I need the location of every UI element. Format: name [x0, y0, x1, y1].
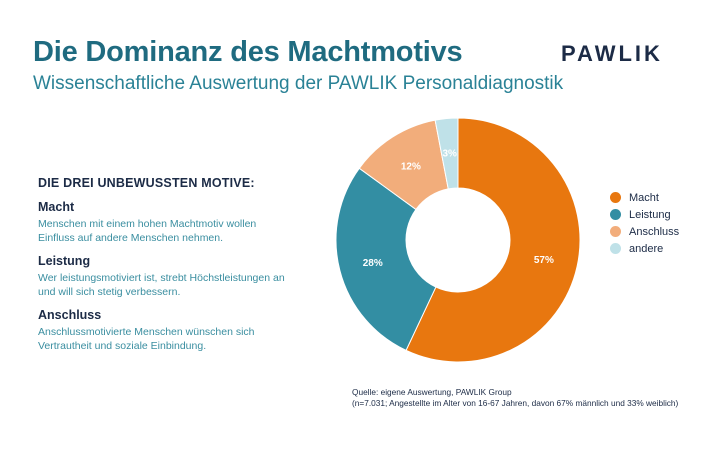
legend-item-leistung: Leistung	[610, 206, 679, 223]
motive-description: Wer leistungsmotiviert ist, strebt Höchs…	[38, 272, 285, 298]
motive-description: Anschlussmotivierte Menschen wünschen si…	[38, 326, 255, 352]
motive-title: Leistung	[38, 254, 91, 268]
slice-leistung	[335, 167, 437, 352]
legend-item-macht: Macht	[610, 189, 679, 206]
motives-panel: DIE DREI UNBEWUSSTEN MOTIVE: Macht Mensc…	[38, 176, 338, 362]
slice-label-macht: 57%	[534, 255, 554, 266]
legend-item-anschluss: Anschluss	[610, 223, 679, 240]
legend-item-andere: andere	[610, 240, 679, 257]
legend-label: andere	[629, 242, 664, 255]
motive-macht: Macht Menschen mit einem hohen Machtmoti…	[38, 200, 338, 245]
legend-label: Macht	[629, 191, 659, 204]
source-note: Quelle: eigene Auswertung, PAWLIK Group …	[352, 387, 678, 409]
legend-swatch	[610, 192, 621, 203]
legend-swatch	[610, 226, 621, 237]
slice-macht	[405, 117, 581, 363]
motive-leistung: Leistung Wer leistungsmotiviert ist, str…	[38, 254, 338, 299]
source-line-2: (n=7.031; Angestellte im Alter von 16-67…	[352, 398, 679, 408]
legend-swatch	[610, 243, 621, 254]
legend-label: Leistung	[629, 208, 671, 221]
motive-title: Anschluss	[38, 308, 102, 322]
motive-anschluss: Anschluss Anschlussmotivierte Menschen w…	[38, 308, 338, 353]
page-subtitle: Wissenschaftliche Auswertung der PAWLIK …	[33, 73, 564, 94]
legend-swatch	[610, 209, 621, 220]
motive-description: Menschen mit einem hohen Machtmotiv woll…	[38, 218, 257, 244]
page-title: Die Dominanz des Machtmotivs	[33, 36, 463, 68]
motive-title: Macht	[38, 200, 75, 214]
chart-legend: Macht Leistung Anschluss andere	[610, 189, 679, 257]
slice-andere	[434, 117, 459, 190]
slice-label-leistung: 28%	[363, 258, 383, 269]
slice-label-anschluss: 12%	[401, 162, 421, 173]
slice-label-andere: 3%	[442, 148, 457, 159]
legend-label: Anschluss	[629, 225, 680, 238]
source-line-1: Quelle: eigene Auswertung, PAWLIK Group	[352, 387, 512, 397]
pawlik-logo: PAWLIK	[561, 41, 663, 66]
motives-heading: DIE DREI UNBEWUSSTEN MOTIVE:	[38, 176, 255, 190]
